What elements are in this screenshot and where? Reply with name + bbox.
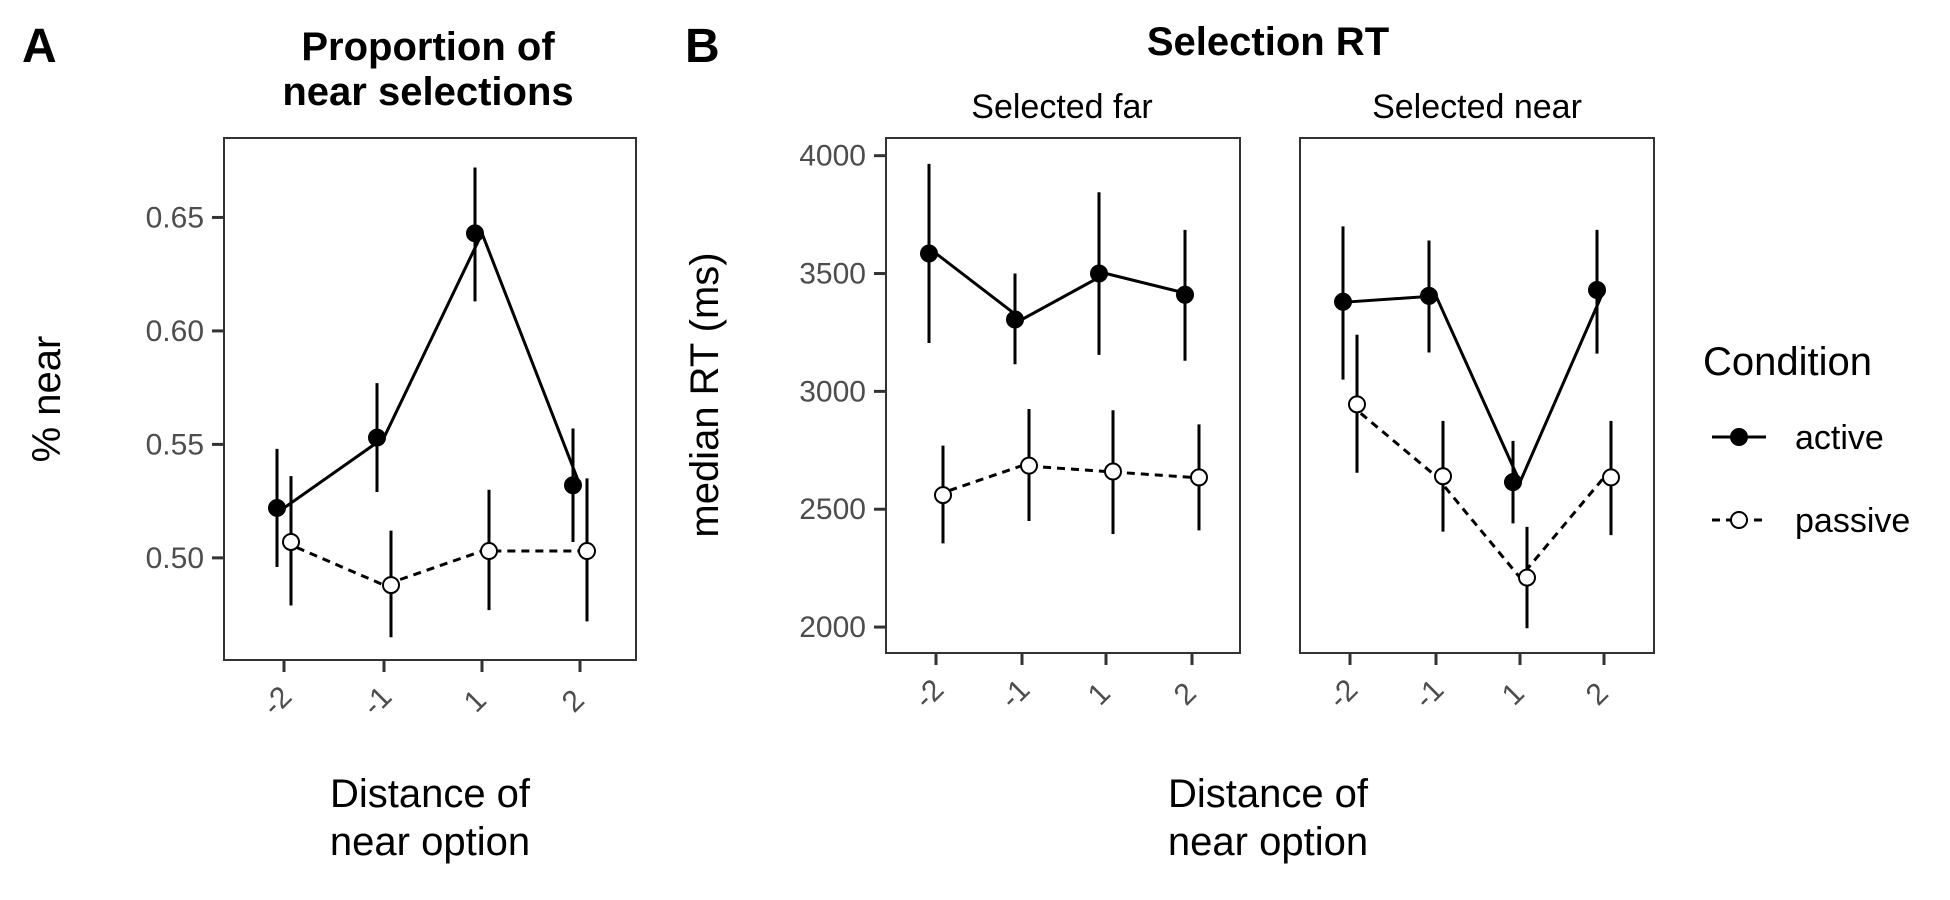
panel-a-x-label: Distance of near option — [330, 772, 531, 864]
facet-far-active-point — [1090, 264, 1108, 283]
legend-passive-marker — [1730, 511, 1748, 529]
legend-passive-label: passive — [1795, 502, 1910, 540]
facet-far-x-tick-label-1: -1 — [994, 673, 1036, 715]
panel-a-y-tick-label-0-65: 0.65 — [146, 201, 204, 234]
facet-near-passive-point — [1434, 467, 1452, 486]
legend-item-passive: passive — [1712, 502, 1910, 540]
panel-a-plot — [268, 167, 596, 638]
panel-b-x-label: Distance of near option — [1168, 772, 1369, 864]
panel-b-chart: Selection RT Selected far Selected near … — [683, 20, 1655, 864]
panel-a-x-tick-label-2: -2 — [256, 680, 298, 722]
facet-near-active-point — [1504, 473, 1522, 492]
facet-near-x-tick-label-2: 2 — [1580, 677, 1615, 712]
panel-a-y-tick-label-0-55: 0.55 — [146, 428, 204, 461]
panel-letter-b: B — [685, 20, 720, 73]
panel-a-y-axis: 0.50 0.55 0.60 0.65 — [146, 201, 224, 575]
panel-a-passive-point — [282, 532, 300, 551]
facet-far-active-point — [1176, 285, 1194, 304]
panel-a-active-line — [283, 229, 582, 510]
legend-title: Condition — [1703, 340, 1872, 384]
facet-far-active-point — [920, 244, 938, 263]
facet-near-passive-line — [1349, 403, 1606, 580]
facet-near-passive-point — [1518, 568, 1536, 587]
panel-b-y-axis: 2000 2500 3000 3500 4000 — [799, 140, 886, 644]
facet-far-passive-point — [934, 486, 952, 505]
facet-far-x-tick-label-2: -2 — [908, 673, 950, 715]
panel-letter-a: A — [22, 20, 57, 73]
facet-near-active-line — [1349, 289, 1606, 486]
facet-far-active-point — [1006, 310, 1024, 329]
facet-near-frame — [1299, 137, 1655, 654]
facet-near-active-point — [1588, 281, 1606, 300]
panel-b-y-tick-label-3000: 3000 — [799, 375, 866, 408]
panel-a-passive-point — [480, 542, 498, 561]
facet-far-passive-point — [1104, 462, 1122, 481]
legend: Condition active passive — [1703, 340, 1910, 540]
facet-near-active-point — [1334, 292, 1352, 311]
panel-b-y-label: median RT (ms) — [683, 252, 727, 537]
panel-b-y-tick-label-4000: 4000 — [799, 140, 866, 173]
legend-item-active: active — [1712, 419, 1884, 457]
panel-a-passive-point — [578, 542, 596, 561]
panel-b-y-tick-label-3500: 3500 — [799, 258, 866, 291]
panel-a-x-tick-label-1: -1 — [356, 680, 398, 722]
facet-far-passive-point — [1190, 468, 1208, 487]
facet-strip-selected-far: Selected far — [971, 88, 1152, 126]
panel-a-active-point — [466, 224, 484, 243]
facet-near-passive-point — [1348, 395, 1366, 414]
panel-a-active-point — [368, 428, 386, 447]
panel-b-y-tick-label-2000: 2000 — [799, 611, 866, 644]
panel-a-passive-point — [382, 576, 400, 595]
panel-a-x-axis: -2 -1 1 2 — [256, 660, 591, 722]
facet-far-plot — [920, 163, 1208, 544]
panel-a-title: Proportion of near selections — [282, 25, 573, 114]
legend-active-label: active — [1795, 419, 1884, 457]
facet-far-x-axis: -2 -1 1 2 — [908, 653, 1203, 715]
panel-a-y-label: % near — [25, 336, 69, 463]
facet-far-passive-point — [1020, 456, 1038, 475]
facet-near-x-tick-label-2: -2 — [1322, 673, 1364, 715]
panel-b-y-tick-label-2500: 2500 — [799, 493, 866, 526]
panel-a-passive-line — [283, 540, 580, 587]
facet-far-x-tick-label-1: 1 — [1082, 677, 1117, 712]
facet-near-active-point — [1420, 286, 1438, 305]
facet-far-passive-line — [935, 464, 1193, 497]
facet-near-x-axis: -2 -1 1 2 — [1322, 653, 1615, 715]
panel-a-frame — [223, 137, 637, 661]
facet-near-x-tick-label-1: 1 — [1496, 677, 1531, 712]
panel-a-chart: Proportion of near selections 0.50 0.55 0.6… — [25, 25, 637, 864]
facet-near-passive-point — [1602, 468, 1620, 487]
facet-far-x-tick-label-2: 2 — [1168, 677, 1203, 712]
facet-far-active-line — [935, 252, 1193, 322]
facet-strip-selected-near: Selected near — [1372, 88, 1582, 126]
panel-a-y-tick-label-0-60: 0.60 — [146, 315, 204, 348]
panel-a-y-tick-label-0-50: 0.50 — [146, 542, 204, 575]
panel-b-title: Selection RT — [1147, 20, 1389, 64]
facet-far-frame — [885, 137, 1241, 654]
panel-a-active-point — [268, 498, 286, 517]
panel-a-active-point — [564, 476, 582, 495]
legend-active-marker — [1730, 428, 1748, 446]
panel-a-x-tick-label-1: 1 — [458, 684, 493, 719]
facet-near-x-tick-label-1: -1 — [1408, 673, 1450, 715]
facet-near-plot — [1334, 226, 1620, 629]
panel-a-x-tick-label-2: 2 — [556, 684, 591, 719]
